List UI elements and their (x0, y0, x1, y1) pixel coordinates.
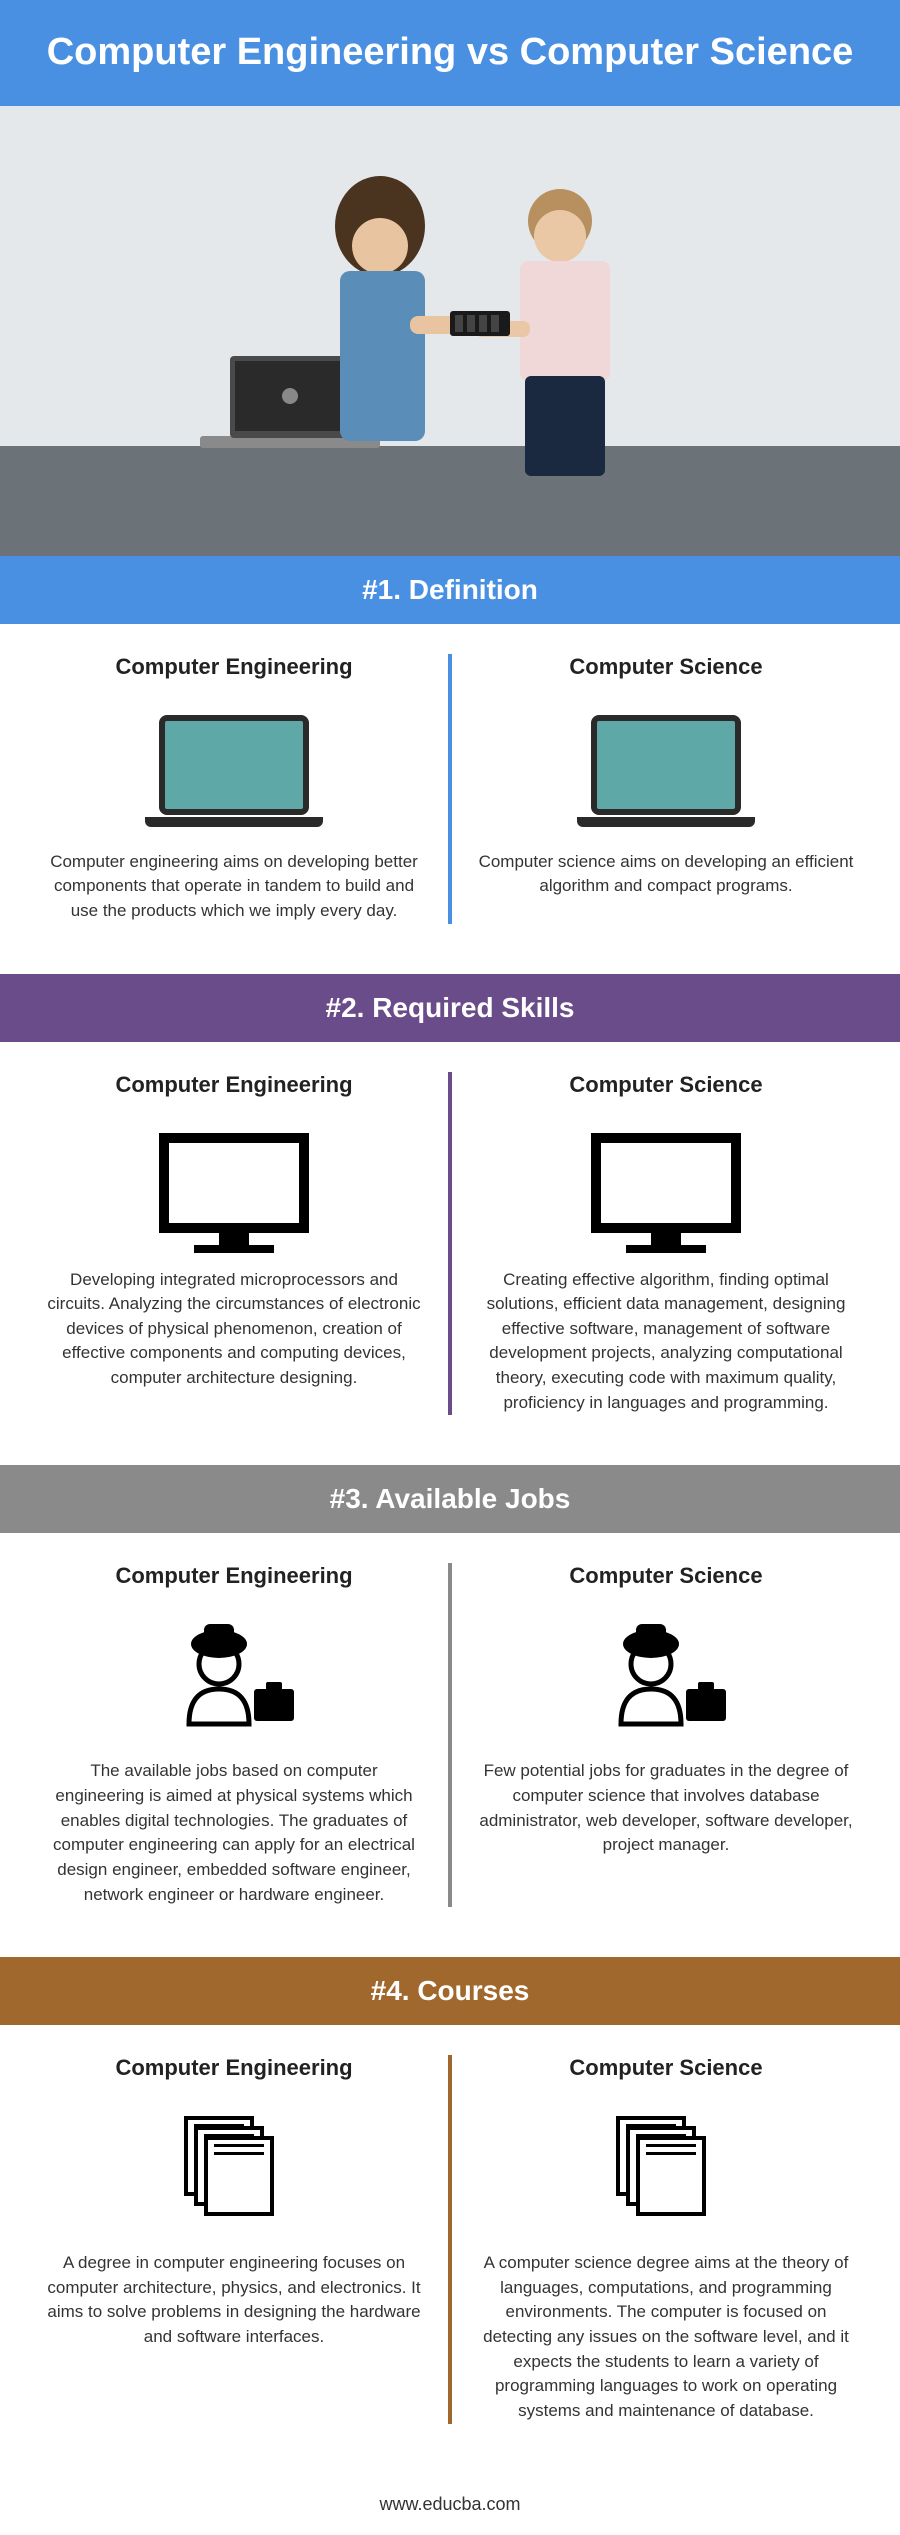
col-title: Computer Science (477, 1563, 855, 1589)
col-title: Computer Science (477, 1072, 855, 1098)
section-1-left: Computer Engineering Computer engineerin… (20, 654, 448, 924)
section-4-header: #4. Courses (0, 1957, 900, 2025)
pages-icon (477, 2101, 855, 2231)
page-header: Computer Engineering vs Computer Science (0, 0, 900, 106)
col-title: Computer Science (477, 2055, 855, 2081)
section-2-row: Computer Engineering Developing integrat… (0, 1042, 900, 1466)
pages-icon (45, 2101, 423, 2231)
col-title: Computer Science (477, 654, 855, 680)
section-2-left: Computer Engineering Developing integrat… (20, 1072, 448, 1416)
section-1-row: Computer Engineering Computer engineerin… (0, 624, 900, 974)
col-title: Computer Engineering (45, 1563, 423, 1589)
col-text: Developing integrated microprocessors an… (45, 1268, 423, 1391)
section-1-right: Computer Science Computer science aims o… (452, 654, 880, 924)
hero-image (0, 106, 900, 556)
section-1-header: #1. Definition (0, 556, 900, 624)
section-2-header: #2. Required Skills (0, 974, 900, 1042)
section-3-right: Computer Science Few potential jobs for … (452, 1563, 880, 1907)
col-text: A degree in computer engineering focuses… (45, 2251, 423, 2350)
laptop-icon (45, 700, 423, 830)
col-title: Computer Engineering (45, 1072, 423, 1098)
laptop-icon (477, 700, 855, 830)
section-4-left: Computer Engineering A degree in compute… (20, 2055, 448, 2423)
col-text: The available jobs based on computer eng… (45, 1759, 423, 1907)
section-4-row: Computer Engineering A degree in compute… (0, 2025, 900, 2473)
section-3-left: Computer Engineering The available jobs … (20, 1563, 448, 1907)
col-text: Computer science aims on developing an e… (477, 850, 855, 899)
col-text: Computer engineering aims on developing … (45, 850, 423, 924)
worker-icon (45, 1609, 423, 1739)
col-title: Computer Engineering (45, 2055, 423, 2081)
worker-icon (477, 1609, 855, 1739)
col-text: Few potential jobs for graduates in the … (477, 1759, 855, 1858)
section-3-header: #3. Available Jobs (0, 1465, 900, 1533)
monitor-icon (477, 1118, 855, 1248)
page-title: Computer Engineering vs Computer Science (40, 30, 860, 76)
col-text: Creating effective algorithm, finding op… (477, 1268, 855, 1416)
section-2-right: Computer Science Creating effective algo… (452, 1072, 880, 1416)
col-title: Computer Engineering (45, 654, 423, 680)
col-text: A computer science degree aims at the th… (477, 2251, 855, 2423)
section-3-row: Computer Engineering The available jobs … (0, 1533, 900, 1957)
footer-url: www.educba.com (0, 2474, 900, 2535)
section-4-right: Computer Science A computer science degr… (452, 2055, 880, 2423)
monitor-icon (45, 1118, 423, 1248)
